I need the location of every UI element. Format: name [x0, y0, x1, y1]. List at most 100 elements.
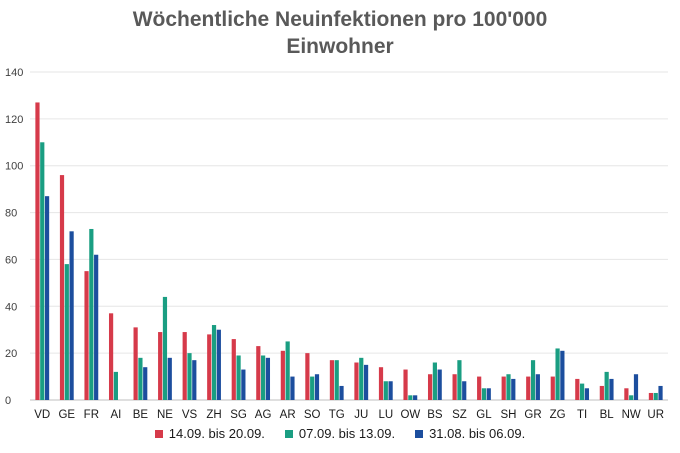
- bar: [113, 371, 118, 400]
- legend-label: 31.08. bis 06.09.: [429, 426, 526, 441]
- bar: [555, 348, 560, 400]
- x-tick-label: VS: [182, 409, 198, 421]
- bar: [633, 374, 639, 400]
- bar: [207, 334, 212, 400]
- bar: [511, 378, 516, 400]
- x-tick-label: SO: [304, 409, 321, 421]
- x-tick-label: SH: [501, 409, 517, 421]
- bar: [40, 142, 45, 401]
- bar: [35, 102, 40, 400]
- bar: [383, 381, 388, 400]
- bar: [89, 228, 94, 400]
- bar: [192, 360, 197, 400]
- bar: [329, 360, 335, 400]
- x-tick-label: BE: [133, 409, 149, 421]
- bar: [285, 341, 290, 400]
- x-tick-label: UR: [647, 409, 664, 421]
- bar: [305, 353, 310, 400]
- x-tick-label: GE: [58, 409, 75, 421]
- bar: [310, 376, 315, 400]
- x-tick-label: BL: [600, 409, 615, 421]
- legend-label: 07.09. bis 13.09.: [298, 426, 396, 441]
- bar: [481, 388, 487, 400]
- bar: [609, 378, 614, 400]
- x-tick-label: OW: [400, 409, 420, 421]
- x-tick-label: SG: [230, 409, 247, 421]
- bar: [236, 355, 241, 400]
- x-tick-label: NE: [157, 409, 173, 421]
- bar: [408, 395, 413, 400]
- x-tick-label: NW: [622, 409, 641, 421]
- bar: [211, 325, 217, 400]
- bar: [457, 360, 462, 400]
- bar: [658, 385, 663, 400]
- x-tick-label: FR: [84, 409, 99, 421]
- bar: [167, 357, 172, 400]
- x-tick-label: AI: [110, 409, 121, 421]
- legend-swatch: [415, 429, 424, 438]
- bar: [314, 374, 320, 400]
- bar: [648, 392, 654, 400]
- bar: [334, 360, 339, 400]
- x-tick-label: BS: [427, 409, 443, 421]
- y-tick-label: 40: [5, 301, 17, 313]
- bar: [359, 357, 364, 400]
- bar: [261, 355, 266, 400]
- y-tick-label: 80: [5, 208, 17, 220]
- bar: [59, 175, 65, 400]
- bar: [604, 371, 609, 400]
- bar: [653, 392, 658, 400]
- bar: [501, 376, 506, 400]
- bar: [216, 329, 221, 400]
- chart-title-line-1: Wöchentliche Neuinfektionen pro 100'000: [132, 8, 548, 31]
- bar: [265, 357, 271, 400]
- y-tick-label: 0: [5, 395, 11, 407]
- bar: [584, 388, 590, 400]
- y-tick-label: 60: [5, 254, 17, 266]
- bar: [44, 196, 50, 400]
- bar: [290, 376, 295, 400]
- x-tick-label: VD: [34, 409, 50, 421]
- bar: [187, 353, 192, 400]
- bar: [162, 296, 168, 400]
- bar: [530, 360, 536, 400]
- x-tick-label: TI: [577, 409, 587, 421]
- legend-item: 14.09. bis 20.09.: [154, 426, 265, 441]
- legend: 14.09. bis 20.09. 07.09. bis 13.09. 31.0…: [0, 426, 680, 441]
- bar: [580, 383, 585, 400]
- legend-item: 07.09. bis 13.09.: [284, 426, 396, 441]
- bar: [182, 332, 187, 400]
- bar: [462, 381, 467, 400]
- bar: [256, 346, 261, 400]
- bar: [64, 264, 69, 400]
- bar: [388, 381, 393, 400]
- x-tick-label: JU: [354, 409, 368, 421]
- legend-label: 14.09. bis 20.09.: [168, 426, 265, 441]
- bar: [354, 362, 359, 400]
- bar: [143, 367, 148, 400]
- bar: [560, 350, 565, 400]
- bar: [599, 385, 604, 400]
- bar: [231, 339, 236, 400]
- legend-item: 31.08. bis 06.09.: [415, 426, 525, 441]
- bar: [624, 388, 629, 400]
- y-tick-label: 140: [5, 67, 23, 79]
- bar: [403, 369, 408, 400]
- bar: [506, 374, 511, 400]
- bar: [437, 369, 442, 400]
- bar: [158, 332, 163, 400]
- legend-swatch: [154, 429, 163, 438]
- y-tick-label: 20: [5, 348, 17, 360]
- x-tick-label: AR: [280, 409, 296, 421]
- chart-title-line-2: Einwohner: [286, 35, 394, 58]
- bar: [241, 369, 246, 400]
- bar: [133, 327, 138, 400]
- chart-title: Wöchentliche Neuinfektionen pro 100'000 …: [0, 6, 680, 60]
- bar: [378, 367, 384, 400]
- bar: [452, 374, 457, 400]
- x-tick-label: ZH: [206, 409, 221, 421]
- bar: [84, 271, 89, 400]
- legend-swatch: [284, 429, 293, 438]
- x-tick-label: SZ: [452, 409, 467, 421]
